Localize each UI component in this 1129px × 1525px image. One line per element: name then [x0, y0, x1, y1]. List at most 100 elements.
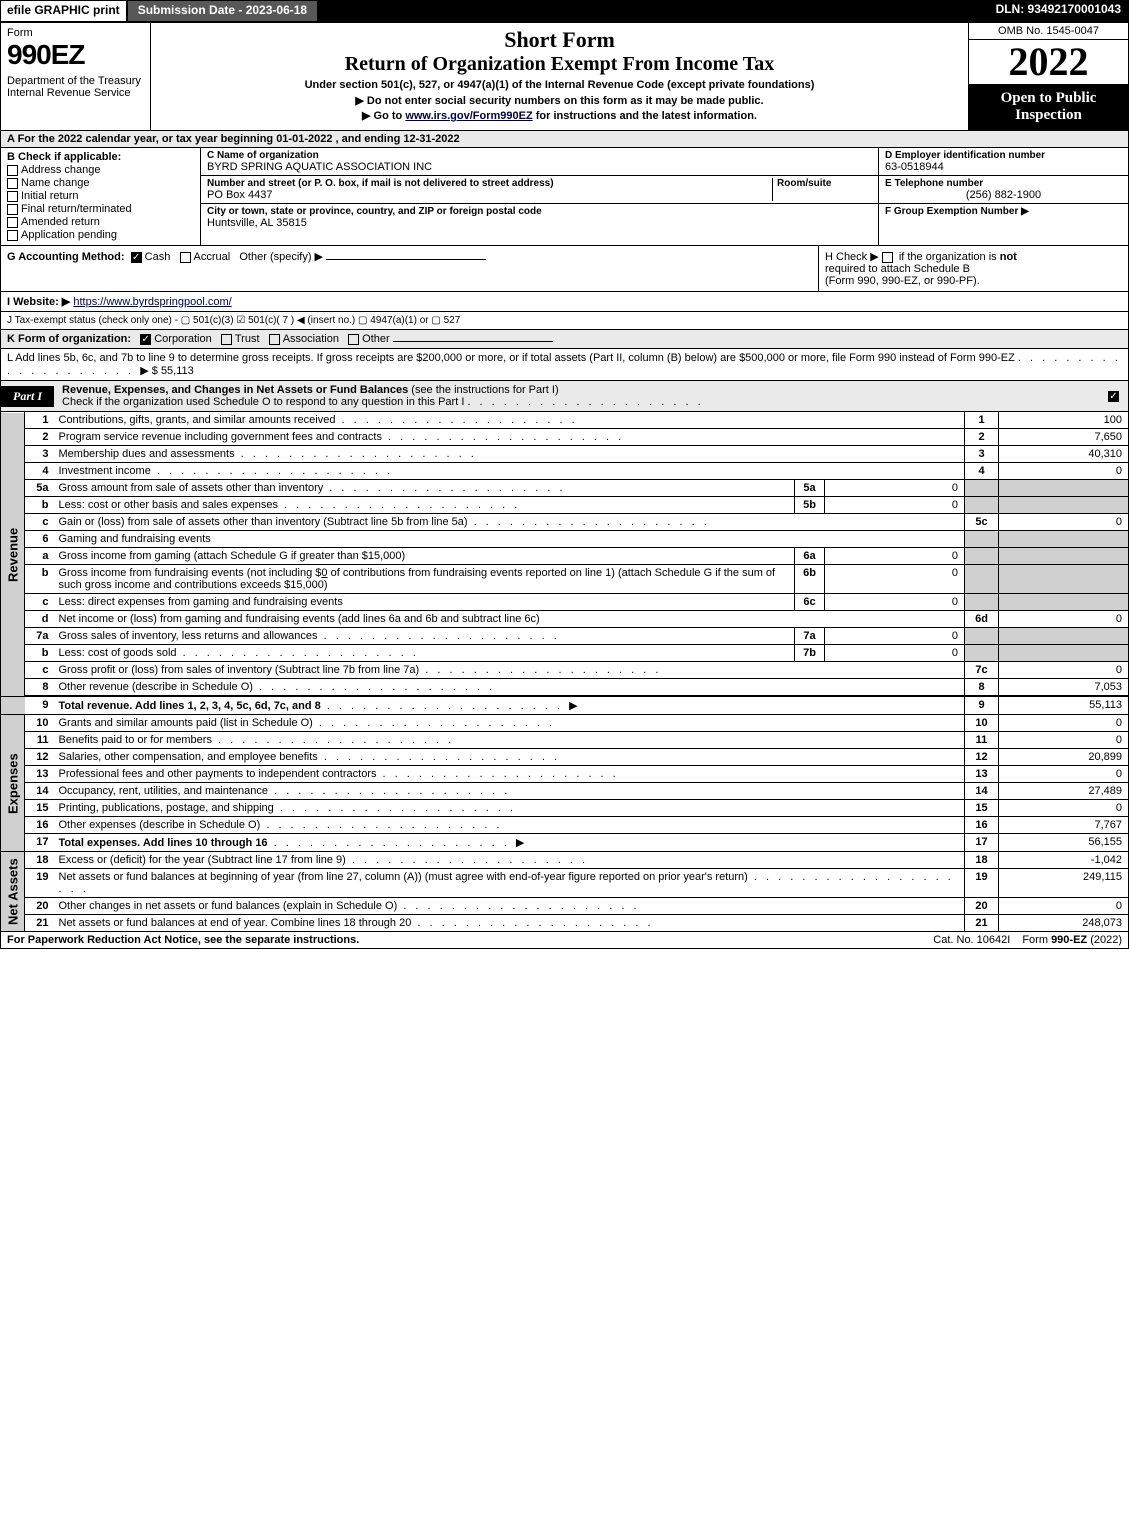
- l20-rv: 0: [999, 898, 1129, 915]
- l5c-rn: 5c: [965, 514, 999, 531]
- l17-arrow: ▶: [516, 837, 524, 849]
- l20-desc-text: Other changes in net assets or fund bala…: [59, 900, 398, 912]
- g-other-blank[interactable]: [326, 259, 486, 260]
- row-i: I Website: ▶ https://www.byrdspringpool.…: [0, 292, 1129, 312]
- l18-rn: 18: [965, 852, 999, 869]
- ck-name-change[interactable]: Name change: [7, 177, 194, 189]
- l6-rn-grey: [965, 531, 999, 548]
- l12-desc-text: Salaries, other compensation, and employ…: [59, 751, 318, 763]
- l10-desc: Grants and similar amounts paid (list in…: [55, 715, 965, 732]
- part1-title-block: Revenue, Expenses, and Changes in Net As…: [54, 381, 1102, 411]
- l5c-desc: Gain or (loss) from sale of assets other…: [55, 514, 965, 531]
- efile-print[interactable]: efile GRAPHIC print: [0, 0, 127, 22]
- part1-dots: [467, 396, 703, 408]
- l-amount: ▶ $ 55,113: [140, 365, 194, 377]
- g-cash-checkbox[interactable]: ✓: [131, 252, 142, 263]
- l17-desc-text: Total expenses. Add lines 10 through 16: [59, 837, 268, 849]
- l12-rn: 12: [965, 749, 999, 766]
- ck-address-change[interactable]: Address change: [7, 164, 194, 176]
- k-trust-checkbox[interactable]: [221, 334, 232, 345]
- l6d-num: d: [25, 611, 55, 628]
- ck-final-return[interactable]: Final return/terminated: [7, 203, 194, 215]
- k-assoc-checkbox[interactable]: [269, 334, 280, 345]
- h-post: if the organization is: [896, 251, 1000, 263]
- l20-desc: Other changes in net assets or fund bala…: [55, 898, 965, 915]
- org-city: Huntsville, AL 35815: [207, 217, 872, 229]
- l3-num: 3: [25, 446, 55, 463]
- l7b-sl: 7b: [795, 645, 825, 662]
- box-h: H Check ▶ if the organization is not req…: [818, 246, 1128, 291]
- l7c-rn: 7c: [965, 662, 999, 679]
- l12-rv: 20,899: [999, 749, 1129, 766]
- l8-rv: 7,053: [999, 679, 1129, 697]
- l8-num: 8: [25, 679, 55, 697]
- e-phone-label: E Telephone number: [885, 178, 1122, 189]
- i-label: I Website: ▶: [7, 296, 70, 308]
- l21-rv: 248,073: [999, 915, 1129, 932]
- l12-desc: Salaries, other compensation, and employ…: [55, 749, 965, 766]
- ck-initial-return[interactable]: Initial return: [7, 190, 194, 202]
- ssn-warning: ▶ Do not enter social security numbers o…: [157, 94, 962, 107]
- l7a-desc-text: Gross sales of inventory, less returns a…: [59, 630, 318, 642]
- l9-num: 9: [25, 696, 55, 715]
- irs-link[interactable]: www.irs.gov/Form990EZ: [405, 110, 532, 122]
- l21-desc: Net assets or fund balances at end of ye…: [55, 915, 965, 932]
- k-assoc: Association: [283, 333, 339, 345]
- h-line3: (Form 990, 990-EZ, or 990-PF).: [825, 275, 980, 287]
- box-g: G Accounting Method: ✓Cash Accrual Other…: [1, 246, 818, 291]
- l6-num: 6: [25, 531, 55, 548]
- ck-application-pending[interactable]: Application pending: [7, 229, 194, 241]
- l18-desc: Excess or (deficit) for the year (Subtra…: [55, 852, 965, 869]
- l3-rv: 40,310: [999, 446, 1129, 463]
- l7b-desc: Less: cost of goods sold: [55, 645, 795, 662]
- l4-rv: 0: [999, 463, 1129, 480]
- l3-rn: 3: [965, 446, 999, 463]
- part1-checkbox[interactable]: ✓: [1108, 391, 1119, 402]
- l1-rn: 1: [965, 412, 999, 429]
- l15-desc-text: Printing, publications, postage, and shi…: [59, 802, 274, 814]
- goto-pre: ▶ Go to: [362, 110, 405, 122]
- l16-rv: 7,767: [999, 817, 1129, 834]
- l10-rn: 10: [965, 715, 999, 732]
- l7a-rv-grey: [999, 628, 1129, 645]
- l13-rv: 0: [999, 766, 1129, 783]
- l5b-desc: Less: cost or other basis and sales expe…: [55, 497, 795, 514]
- under-section: Under section 501(c), 527, or 4947(a)(1)…: [157, 79, 962, 91]
- omb-number: OMB No. 1545-0047: [969, 23, 1128, 40]
- k-other-blank[interactable]: [393, 341, 553, 342]
- l7b-rn-grey: [965, 645, 999, 662]
- k-other-checkbox[interactable]: [348, 334, 359, 345]
- l10-desc-text: Grants and similar amounts paid (list in…: [59, 717, 313, 729]
- l13-rn: 13: [965, 766, 999, 783]
- l18-desc-text: Excess or (deficit) for the year (Subtra…: [59, 854, 346, 866]
- footer: For Paperwork Reduction Act Notice, see …: [0, 932, 1129, 949]
- k-trust: Trust: [235, 333, 260, 345]
- ck-amended-return[interactable]: Amended return: [7, 216, 194, 228]
- l17-desc: Total expenses. Add lines 10 through 16 ▶: [55, 834, 965, 852]
- l14-rn: 14: [965, 783, 999, 800]
- website-link[interactable]: https://www.byrdspringpool.com/: [73, 296, 231, 308]
- ck-final-return-label: Final return/terminated: [21, 203, 132, 215]
- l11-rv: 0: [999, 732, 1129, 749]
- part1-checkbox-wrap: ✓: [1102, 389, 1128, 403]
- l19-num: 19: [25, 869, 55, 898]
- footer-right-pre: Form: [1022, 934, 1051, 946]
- l16-desc-text: Other expenses (describe in Schedule O): [59, 819, 261, 831]
- l18-num: 18: [25, 852, 55, 869]
- l6b-d1: Gross income from fundraising events (no…: [59, 567, 322, 579]
- l15-desc: Printing, publications, postage, and shi…: [55, 800, 965, 817]
- l21-num: 21: [25, 915, 55, 932]
- h-checkbox[interactable]: [882, 252, 893, 263]
- l4-rn: 4: [965, 463, 999, 480]
- k-corp-checkbox[interactable]: ✓: [140, 334, 151, 345]
- topbar-spacer: [318, 0, 987, 22]
- h-line2: required to attach Schedule B: [825, 263, 970, 275]
- footer-right: Form 990-EZ (2022): [1016, 932, 1128, 948]
- l5b-sl: 5b: [795, 497, 825, 514]
- box-c: C Name of organization BYRD SPRING AQUAT…: [201, 148, 878, 245]
- l17-num: 17: [25, 834, 55, 852]
- open-to-public: Open to Public Inspection: [969, 84, 1128, 130]
- l6a-sl: 6a: [795, 548, 825, 565]
- g-cash: Cash: [145, 251, 171, 263]
- g-accrual-checkbox[interactable]: [180, 252, 191, 263]
